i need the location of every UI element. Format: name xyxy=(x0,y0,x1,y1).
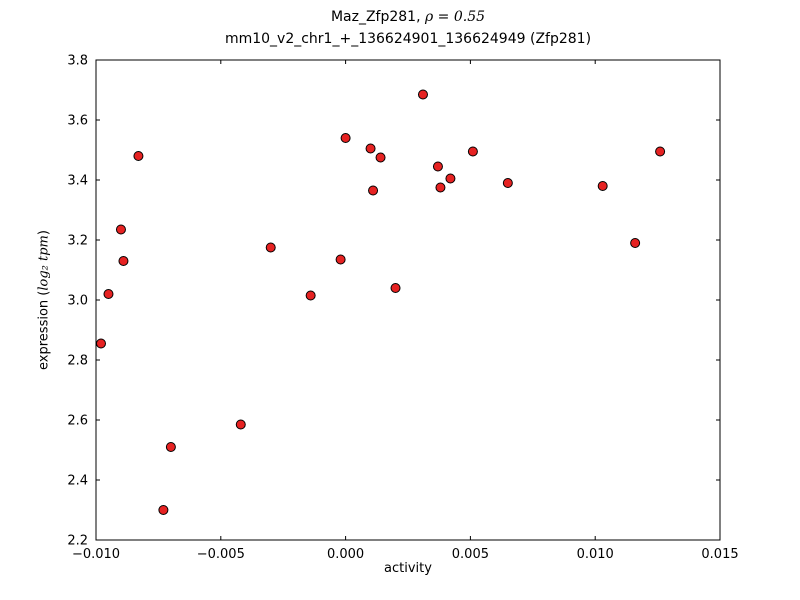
plot-frame xyxy=(95,59,721,541)
data-point xyxy=(115,224,126,235)
x-tick-label: 0.010 xyxy=(577,547,614,562)
data-point xyxy=(340,133,351,143)
data-point xyxy=(445,173,456,184)
x-axis-label: activity xyxy=(384,561,432,576)
data-point xyxy=(118,256,129,266)
y-axis-label: expression (log₂ tpm) xyxy=(37,230,52,370)
y-tick-label: 3.6 xyxy=(67,114,88,129)
chart-subtitle: mm10_v2_chr1_+_136624901_136624949 (Zfp2… xyxy=(224,31,592,47)
data-point xyxy=(335,254,346,265)
x-tick-label: 0.005 xyxy=(452,547,489,562)
data-point xyxy=(597,181,608,191)
data-point xyxy=(165,442,176,452)
chart-title-text: Maz_Zfp281, xyxy=(330,9,425,25)
chart-title-rho: ρ = 0.55 xyxy=(425,9,486,25)
y-tick-label: 2.6 xyxy=(67,414,88,429)
y-tick-label: 3.8 xyxy=(67,54,88,69)
y-axis-label-close: ) xyxy=(36,230,52,236)
y-tick-label: 3.0 xyxy=(67,294,88,309)
data-point xyxy=(95,338,106,349)
chart-title: Maz_Zfp281, ρ = 0.55 xyxy=(96,9,720,25)
data-point xyxy=(103,289,114,299)
data-point xyxy=(630,238,641,248)
data-point xyxy=(502,178,513,188)
data-point xyxy=(390,283,401,293)
data-point xyxy=(467,146,478,157)
x-tick-label: −0.005 xyxy=(197,547,245,562)
x-tick-label: 0.015 xyxy=(701,547,738,562)
data-point xyxy=(432,161,443,172)
y-axis-label-text: expression ( xyxy=(36,290,52,370)
x-tick-label: −0.010 xyxy=(72,547,120,562)
data-point xyxy=(133,151,144,161)
y-tick-label: 3.2 xyxy=(67,234,88,249)
data-point xyxy=(265,242,276,253)
data-point xyxy=(235,419,246,430)
data-point xyxy=(365,143,376,154)
data-point xyxy=(305,290,316,301)
data-point xyxy=(158,505,169,515)
data-point xyxy=(375,152,386,163)
x-tick-label: 0.000 xyxy=(327,547,364,562)
y-axis-label-math: log₂ tpm xyxy=(36,235,52,291)
data-point xyxy=(655,146,666,157)
data-point xyxy=(435,182,446,193)
data-point xyxy=(368,185,379,196)
y-tick-label: 2.2 xyxy=(67,534,88,549)
y-tick-label: 2.4 xyxy=(67,474,88,489)
y-tick-label: 2.8 xyxy=(67,354,88,369)
y-tick-label: 3.4 xyxy=(67,174,88,189)
data-point xyxy=(417,89,428,100)
